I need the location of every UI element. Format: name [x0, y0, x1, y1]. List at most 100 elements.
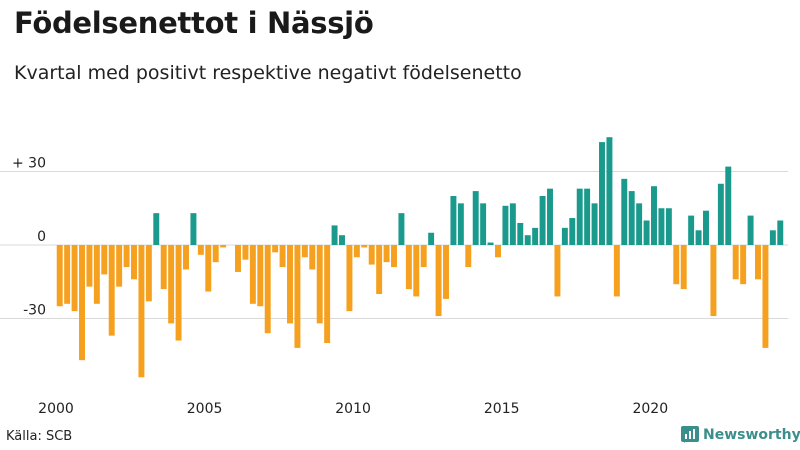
- x-tick-label: 2005: [187, 401, 223, 417]
- bar: [197, 245, 204, 255]
- bar: [220, 245, 227, 248]
- bar: [517, 222, 524, 245]
- bar: [131, 245, 137, 280]
- bar: [547, 188, 553, 245]
- bar: [331, 225, 338, 245]
- bar: [309, 245, 316, 270]
- bar: [93, 245, 100, 304]
- bar: [153, 213, 160, 245]
- bar: [710, 245, 717, 317]
- bar: [532, 227, 539, 245]
- bar: [658, 208, 665, 245]
- bar: [599, 142, 605, 245]
- bar: [398, 213, 405, 245]
- source-label: Källa: SCB: [6, 429, 73, 444]
- bar: [183, 245, 189, 270]
- bar: [353, 245, 360, 258]
- y-tick-label: + 30: [12, 156, 46, 172]
- bar: [264, 245, 271, 334]
- bar: [205, 245, 212, 292]
- bar: [279, 245, 286, 268]
- bar: [346, 245, 353, 312]
- bar: [443, 245, 449, 299]
- bar: [509, 203, 516, 245]
- x-axis: 2000 2005 2010 2015 2020: [38, 401, 668, 417]
- bar: [621, 178, 628, 245]
- bar: [539, 196, 546, 245]
- bar: [413, 245, 420, 297]
- bar: [420, 245, 427, 268]
- bar: [368, 245, 375, 265]
- bar: [755, 245, 761, 280]
- bar: [740, 245, 747, 285]
- bar: [613, 245, 620, 297]
- bar: [732, 245, 739, 280]
- bar: [703, 210, 709, 245]
- newsworthy-icon: [681, 426, 699, 443]
- x-tick-label: 2000: [38, 401, 74, 417]
- bar: [56, 245, 63, 307]
- bar: [138, 245, 145, 378]
- bar: [391, 245, 397, 268]
- bar: [487, 242, 494, 245]
- bar: [695, 230, 702, 245]
- bar: [777, 220, 784, 245]
- bar: [769, 230, 776, 245]
- bar: [584, 188, 591, 245]
- bar: [145, 245, 152, 302]
- bar: [257, 245, 264, 307]
- bar: [688, 215, 695, 245]
- bar: [405, 245, 412, 290]
- bar: [450, 196, 457, 245]
- bar: [101, 245, 108, 275]
- bar: [175, 245, 182, 341]
- bar: [636, 203, 643, 245]
- x-tick-label: 2020: [632, 401, 668, 417]
- bar: [576, 188, 583, 245]
- bar: [465, 245, 472, 268]
- bar: [361, 245, 368, 248]
- bar: [524, 235, 531, 245]
- bar: [64, 245, 71, 304]
- bar: [272, 245, 279, 253]
- bar: [457, 203, 464, 245]
- bar: [561, 227, 568, 245]
- y-axis: + 30 0 -30: [12, 156, 46, 319]
- bar: [249, 245, 256, 304]
- newsworthy-logo: Newsworthy: [681, 426, 800, 444]
- bar: [502, 205, 509, 245]
- bar: [643, 220, 650, 245]
- bar: [747, 215, 754, 245]
- bar: [212, 245, 219, 263]
- bar: [316, 245, 323, 324]
- bar: [86, 245, 93, 287]
- bar: [160, 245, 167, 290]
- brand-name: Newsworthy: [703, 427, 800, 443]
- y-tick-label: 0: [37, 229, 46, 245]
- bar: [680, 245, 687, 290]
- bar: [324, 245, 331, 343]
- x-tick-label: 2015: [484, 401, 520, 417]
- bar: [673, 245, 680, 285]
- bar: [168, 245, 175, 324]
- bar-layer: [56, 137, 784, 378]
- bar: [495, 245, 501, 258]
- y-tick-label: -30: [23, 303, 46, 319]
- bar: [628, 191, 635, 245]
- bar: [435, 245, 442, 317]
- bar: [108, 245, 115, 336]
- x-tick-label: 2010: [335, 401, 371, 417]
- bar: [606, 137, 613, 245]
- chart-subtitle: Kvartal med positivt respektive negativt…: [14, 62, 522, 84]
- bar: [123, 245, 130, 268]
- bar: [71, 245, 78, 312]
- bar: [376, 245, 383, 294]
- bar: [116, 245, 123, 287]
- bar: [235, 245, 241, 272]
- bar: [725, 166, 732, 245]
- bar: [428, 232, 435, 245]
- bar: [287, 245, 293, 324]
- bar: [294, 245, 301, 348]
- bar: [301, 245, 308, 258]
